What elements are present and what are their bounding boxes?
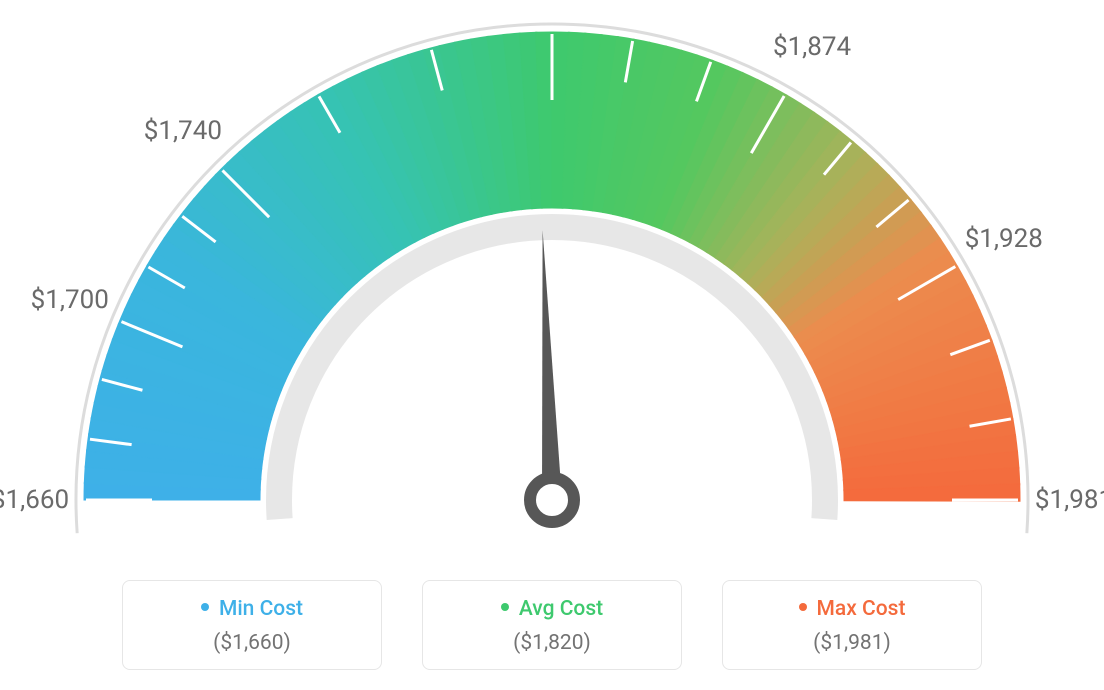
legend-value: ($1,820) [451, 631, 653, 655]
legend-dot-icon [501, 603, 509, 611]
tick-label: $1,928 [965, 224, 1043, 254]
cost-gauge-chart: $1,660$1,700$1,740$1,820$1,874$1,928$1,9… [0, 0, 1104, 690]
tick-label: $1,874 [773, 32, 851, 62]
tick-label: $1,981 [1035, 485, 1104, 515]
legend-value: ($1,981) [751, 631, 953, 655]
legend-title: Min Cost [151, 597, 353, 621]
legend-box-min: Min Cost ($1,660) [122, 580, 382, 670]
tick-label: $1,700 [31, 285, 109, 315]
legend-dot-icon [799, 603, 807, 611]
legend-box-max: Max Cost ($1,981) [722, 580, 982, 670]
needle-hub [530, 478, 574, 522]
legend-title-text: Min Cost [219, 597, 303, 621]
legend-title-text: Max Cost [817, 597, 906, 621]
legend-dot-icon [201, 603, 209, 611]
needle [542, 230, 562, 500]
legend-title: Avg Cost [451, 597, 653, 621]
legend-title-text: Avg Cost [519, 597, 603, 621]
legend-box-avg: Avg Cost ($1,820) [422, 580, 682, 670]
tick-label: $1,740 [144, 116, 222, 146]
gauge-area: $1,660$1,700$1,740$1,820$1,874$1,928$1,9… [0, 0, 1104, 560]
gauge-svg [0, 0, 1104, 560]
legend-value: ($1,660) [151, 631, 353, 655]
legend-title: Max Cost [751, 597, 953, 621]
tick-label: $1,660 [0, 485, 69, 515]
legend: Min Cost ($1,660) Avg Cost ($1,820) Max Cost… [0, 580, 1104, 670]
